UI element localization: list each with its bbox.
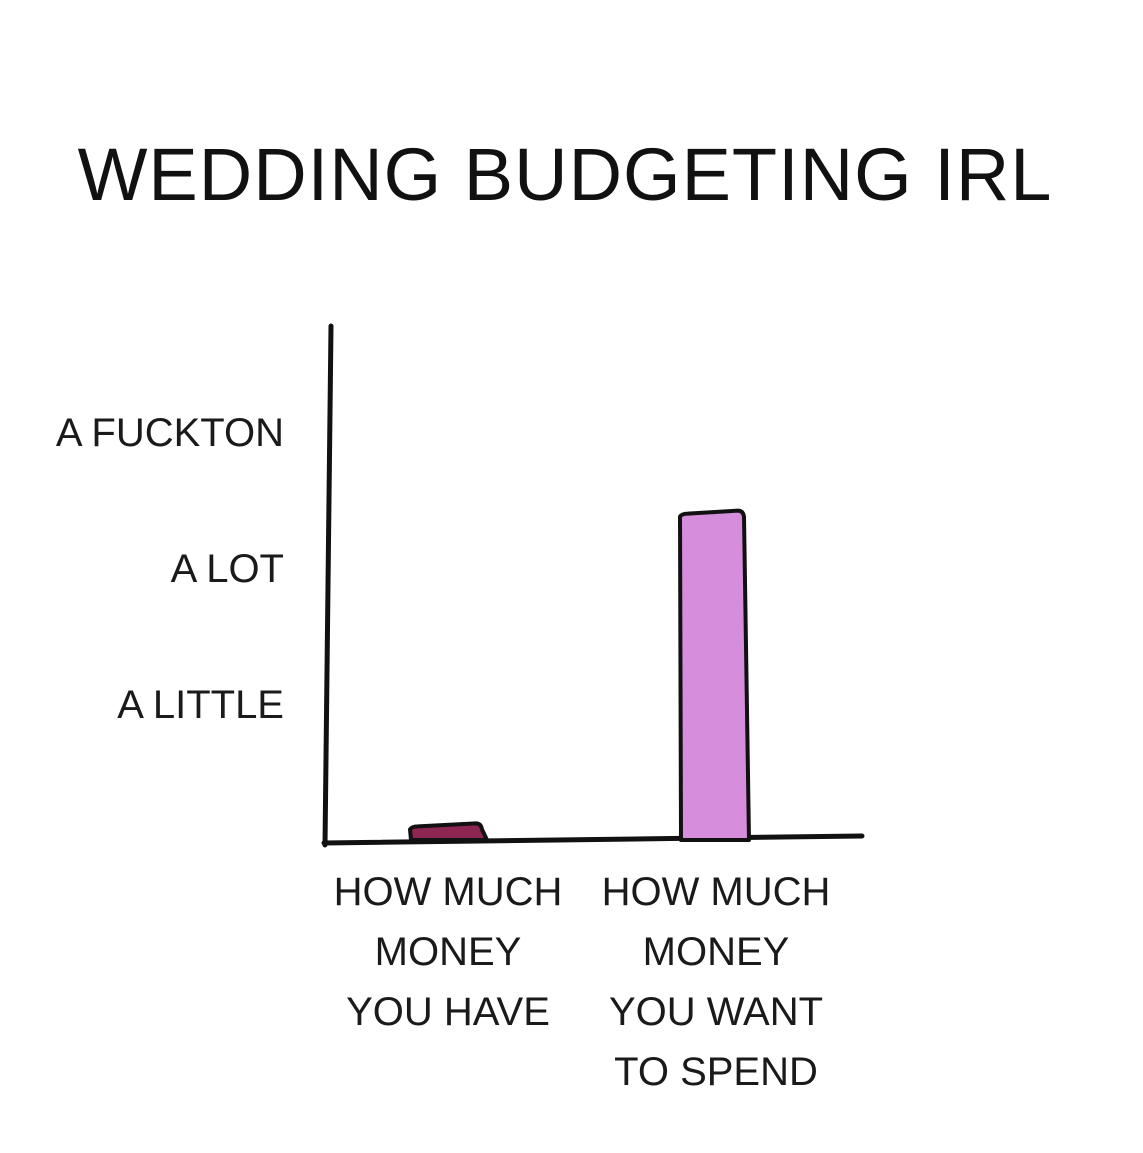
category-label-2: HOW MUCH MONEY YOU WANT TO SPEND (602, 870, 831, 1094)
category-label-line: HOW MUCH (602, 870, 831, 914)
y-tick-label: A LOT (171, 547, 284, 591)
category-label-line: HOW MUCH (334, 870, 563, 914)
y-axis (322, 323, 334, 848)
chart-title: WEDDING BUDGETING IRL (78, 133, 1053, 216)
category-label-1: HOW MUCH MONEY YOU HAVE (334, 870, 563, 1034)
category-labels: HOW MUCH MONEY YOU HAVE HOW MUCH MONEY YOU WA… (334, 870, 831, 1094)
y-tick-label: A FUCKTON (56, 411, 284, 455)
x-axis (321, 833, 865, 846)
category-label-line: YOU WANT (609, 990, 823, 1034)
axes (321, 323, 865, 848)
y-tick-labels: A LITTLE A LOT A FUCKTON (56, 411, 284, 727)
bars (408, 508, 751, 842)
bar-1 (408, 821, 489, 842)
y-tick-label: A LITTLE (117, 683, 284, 727)
category-label-line: MONEY (643, 930, 790, 974)
category-label-line: YOU HAVE (346, 990, 550, 1034)
category-label-line: TO SPEND (614, 1050, 818, 1094)
bar-2 (678, 508, 751, 842)
category-label-line: MONEY (375, 930, 522, 974)
